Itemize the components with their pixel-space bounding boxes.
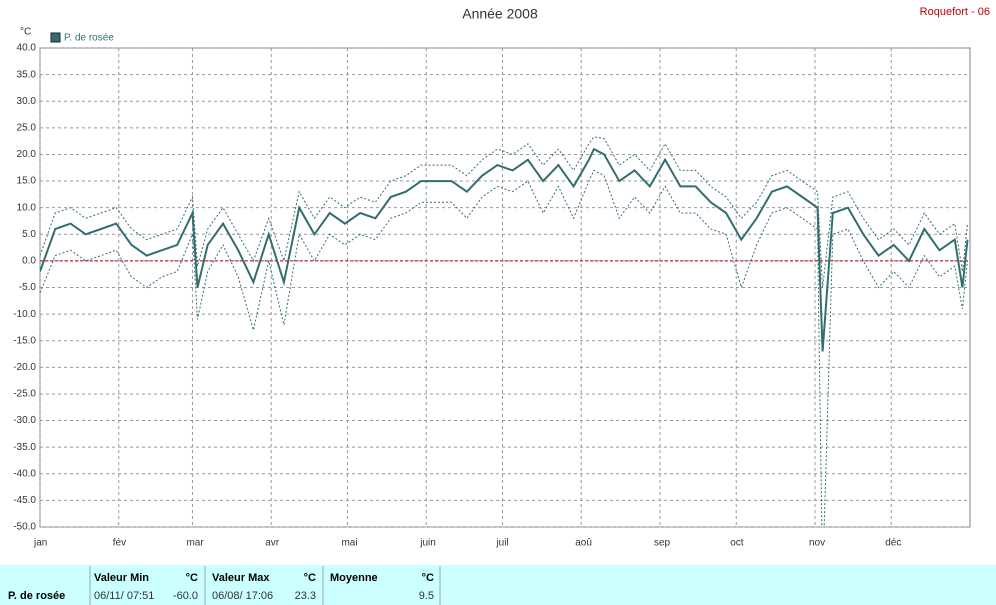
y-tick-label: -10.0 [13,309,36,320]
x-tick-label: aoû [575,538,592,549]
mean-header: Moyenne [330,572,378,584]
y-tick-label: -20.0 [13,362,36,373]
mean-value: 9.5 [419,590,434,602]
y-unit: °C [20,27,31,38]
x-tick-label: nov [809,538,825,549]
x-tick-label: juin [419,538,436,549]
x-tick-label: juil [495,538,508,549]
y-tick-label: -5.0 [19,282,37,293]
x-tick-label: fév [113,538,126,549]
y-tick-label: 35.0 [17,69,37,80]
y-tick-label: 40.0 [17,43,37,54]
y-tick-label: 20.0 [17,149,37,160]
plot-clip [40,136,969,527]
min-unit: °C [186,572,198,584]
x-tick-label: sep [654,538,671,549]
y-tick-label: 10.0 [17,202,37,213]
x-tick-label: jan [33,538,47,549]
y-tick-label: -35.0 [13,442,36,453]
range-line [40,169,968,527]
chart: 40.0 35.0 30.0 25.0 20.0 15.0 10.0 5.0 0.0 -5.0 -1… [13,32,970,549]
y-tick-label: -15.0 [13,335,36,346]
summary-row-label: P. de rosée [8,590,65,602]
y-tick-label: 30.0 [17,96,37,107]
chart-title: Année 2008 [462,6,538,22]
min-value: -60.0 [173,590,198,602]
y-tick-label: 5.0 [22,229,36,240]
x-tick-label: oct [730,538,744,549]
max-date: 06/08/ 17:06 [212,590,273,602]
x-tick-label: déc [885,538,901,549]
x-tick-label: mar [186,538,204,549]
min-header: Valeur Min [94,572,149,584]
summary-dividers [89,566,441,605]
summary-panel [0,565,996,605]
series-line [40,147,969,352]
legend-swatch [50,32,61,43]
max-header: Valeur Max [212,572,270,584]
legend-label: P. de rosée [64,33,114,44]
y-tick-label: -25.0 [13,389,36,400]
max-unit: °C [304,572,316,584]
min-date: 06/11/ 07:51 [94,590,154,602]
range-line [40,136,968,288]
y-tick-label: -40.0 [13,468,36,479]
y-tick-label: -45.0 [13,495,36,506]
y-tick-label: -30.0 [13,415,36,426]
station: Roquefort - 06 [920,6,990,18]
y-tick-label: -50.0 [13,522,36,533]
mean-unit: °C [422,572,434,584]
y-tick-label: 0.0 [22,256,36,267]
y-tick-label: 25.0 [17,122,37,133]
x-tick-label: avr [265,538,280,549]
y-tick-label: 15.0 [17,176,37,187]
x-tick-label: mai [341,538,357,549]
max-value: 23.3 [295,590,316,602]
